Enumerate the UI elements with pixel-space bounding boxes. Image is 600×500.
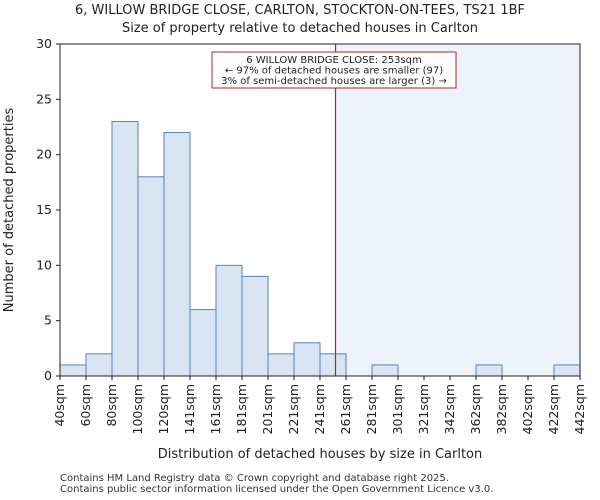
y-tick-label: 10 <box>36 257 52 272</box>
annotation-box <box>211 51 457 89</box>
chart-subtitle: Size of property relative to detached ho… <box>122 21 478 36</box>
x-tick-label: 100sqm <box>130 384 145 434</box>
bar <box>371 364 399 377</box>
bar <box>163 132 191 377</box>
larger-region-shade <box>335 44 580 376</box>
footer-copyright: Contains HM Land Registry data © Crown c… <box>60 473 449 484</box>
bar <box>475 364 503 377</box>
footer-licence: Contains public sector information licen… <box>60 484 494 495</box>
x-tick-label: 301sqm <box>390 384 405 434</box>
x-tick-label: 442sqm <box>572 384 587 434</box>
x-tick-label: 382sqm <box>494 384 509 434</box>
plot-area: 0 5 10 15 20 25 30 40sqm 60sqm 80sqm 100sqm 120sqm 1… <box>36 36 587 434</box>
y-tick-label: 0 <box>44 368 52 383</box>
bar <box>319 353 347 377</box>
bar <box>111 120 139 377</box>
x-tick-label: 221sqm <box>286 384 301 434</box>
y-tick-label: 30 <box>36 36 52 51</box>
x-tick-label: 241sqm <box>312 384 327 434</box>
y-tick-label: 5 <box>44 313 52 328</box>
bar <box>267 353 295 377</box>
bar <box>553 364 581 377</box>
y-tick-label: 20 <box>36 147 52 162</box>
y-tick-label: 15 <box>36 202 52 217</box>
x-tick-label: 261sqm <box>338 384 353 434</box>
bar <box>293 342 321 377</box>
bar <box>215 264 243 377</box>
x-tick-label: 281sqm <box>364 384 379 434</box>
x-tick-label: 120sqm <box>156 384 171 434</box>
chart-title: 6, WILLOW BRIDGE CLOSE, CARLTON, STOCKTO… <box>75 3 525 18</box>
bar <box>85 353 113 377</box>
x-tick-label: 402sqm <box>520 384 535 434</box>
x-tick-label: 321sqm <box>416 384 431 434</box>
bar <box>59 364 87 377</box>
x-tick-label: 422sqm <box>546 384 561 434</box>
bar <box>241 275 269 377</box>
x-tick-label: 80sqm <box>104 384 119 427</box>
bar <box>137 176 165 377</box>
annotation-line-3: 3% of semi-detached houses are larger (3… <box>221 76 447 87</box>
x-tick-label: 141sqm <box>182 384 197 434</box>
annotation-line-1: 6 WILLOW BRIDGE CLOSE: 253sqm <box>246 55 421 66</box>
y-tick-label: 25 <box>36 91 52 106</box>
y-axis-label: Number of detached properties <box>2 108 17 313</box>
x-tick-label: 342sqm <box>442 384 457 434</box>
x-tick-label: 181sqm <box>234 384 249 434</box>
x-tick-label: 362sqm <box>468 384 483 434</box>
x-tick-label: 201sqm <box>260 384 275 434</box>
bar <box>189 309 217 377</box>
annotation-line-2: ← 97% of detached houses are smaller (97… <box>225 66 443 77</box>
x-axis-label: Distribution of detached houses by size … <box>158 447 483 462</box>
x-tick-label: 60sqm <box>78 384 93 427</box>
x-tick-label: 161sqm <box>208 384 223 434</box>
x-tick-label: 40sqm <box>52 384 67 427</box>
